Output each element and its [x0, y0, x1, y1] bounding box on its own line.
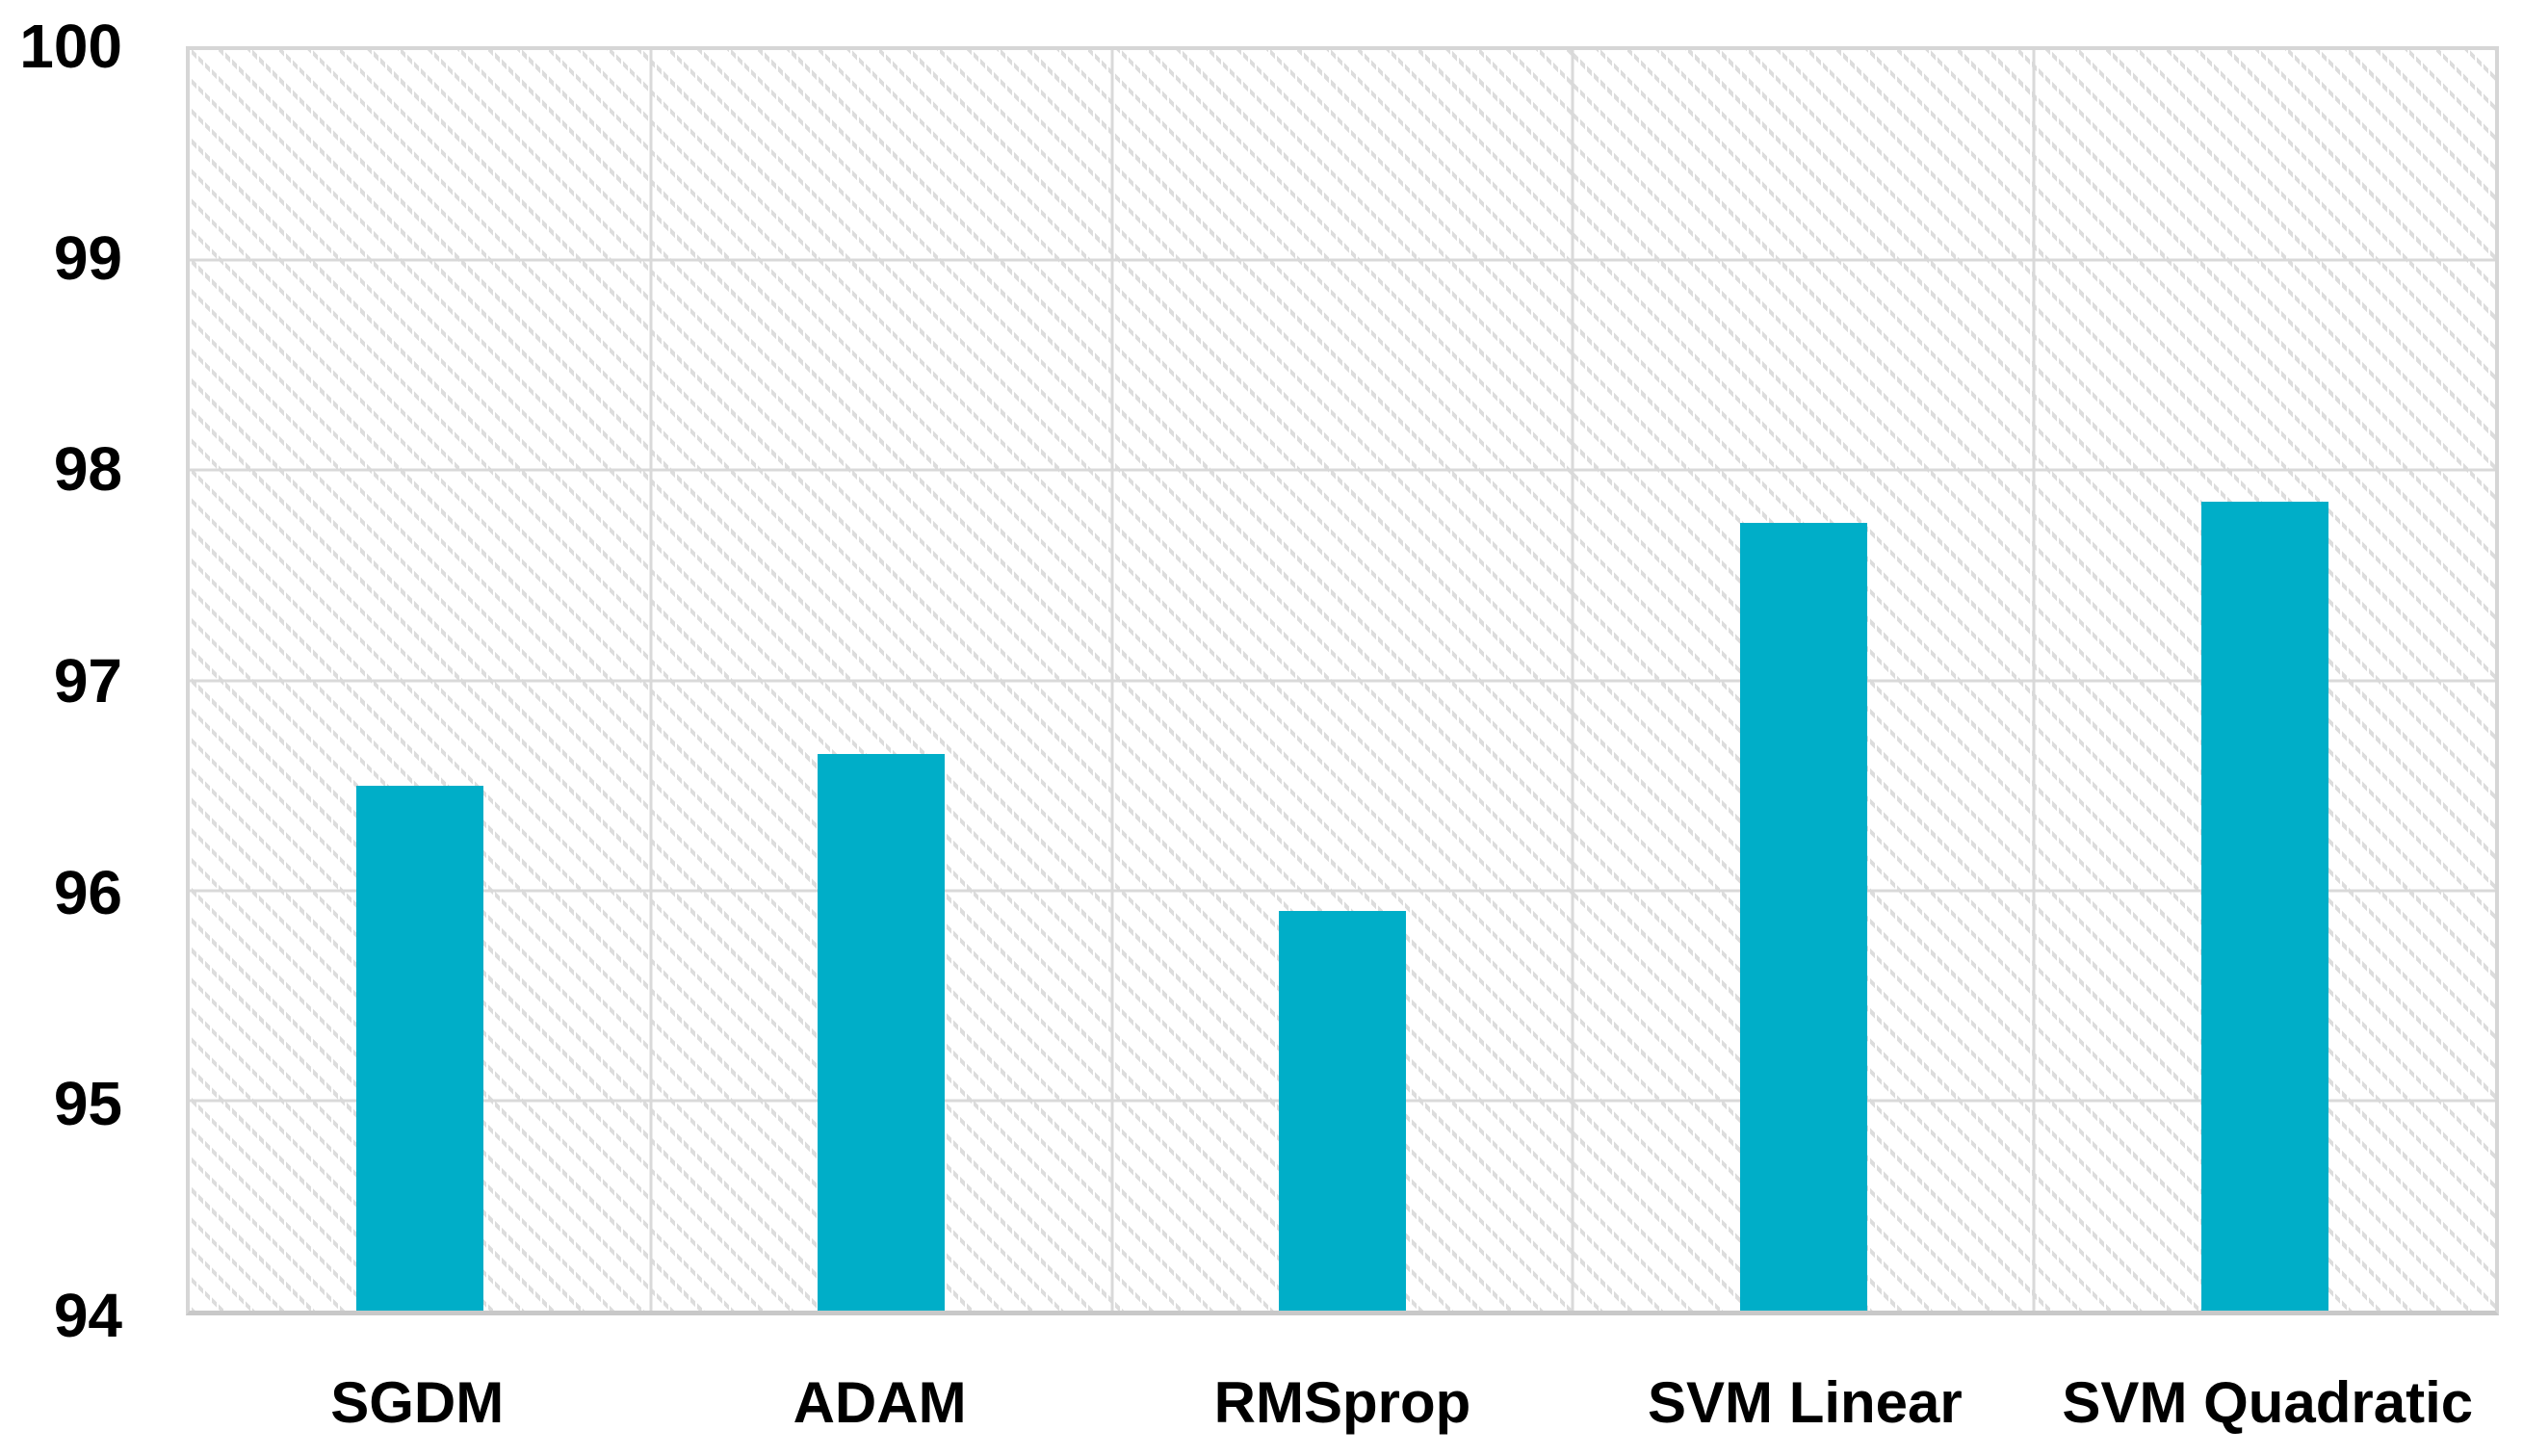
y-axis: 94 95 96 97 98 99 100 [0, 12, 122, 1350]
gridlines-and-bars-layer [190, 50, 2495, 1311]
y-tick-label: 94 [53, 1281, 122, 1350]
vertical-gridline [2032, 50, 2036, 1311]
bar-rmsprop [1279, 911, 1406, 1311]
y-tick-label: 98 [53, 434, 122, 505]
bar-svm-linear [1739, 522, 1867, 1311]
x-tick-label: ADAM [793, 1370, 967, 1435]
y-tick-label: 100 [19, 12, 122, 81]
vertical-gridline [1571, 50, 1574, 1311]
horizontal-gridline [190, 468, 2495, 472]
x-tick-label: SGDM [330, 1370, 505, 1435]
plot-area [186, 46, 2499, 1315]
y-tick-label: 95 [53, 1069, 122, 1139]
horizontal-gridline [190, 889, 2495, 893]
bar-sgdm [356, 785, 484, 1311]
y-tick-label: 97 [53, 646, 122, 715]
bar-svm-quadratic [2200, 502, 2328, 1311]
x-tick-label: SVM Linear [1648, 1370, 1963, 1435]
horizontal-gridline [190, 258, 2495, 262]
vertical-gridline [649, 50, 653, 1311]
y-tick-label: 96 [53, 857, 122, 927]
x-tick-label: SVM Quadratic [2062, 1370, 2474, 1435]
horizontal-gridline [190, 679, 2495, 682]
x-tick-label: RMSprop [1213, 1370, 1471, 1435]
bar-adam [818, 753, 946, 1311]
x-axis: SGDM ADAM RMSprop SVM Linear SVM Quadratic [186, 1350, 2499, 1456]
y-tick-label: 99 [53, 222, 122, 293]
vertical-gridline [1110, 50, 1114, 1311]
